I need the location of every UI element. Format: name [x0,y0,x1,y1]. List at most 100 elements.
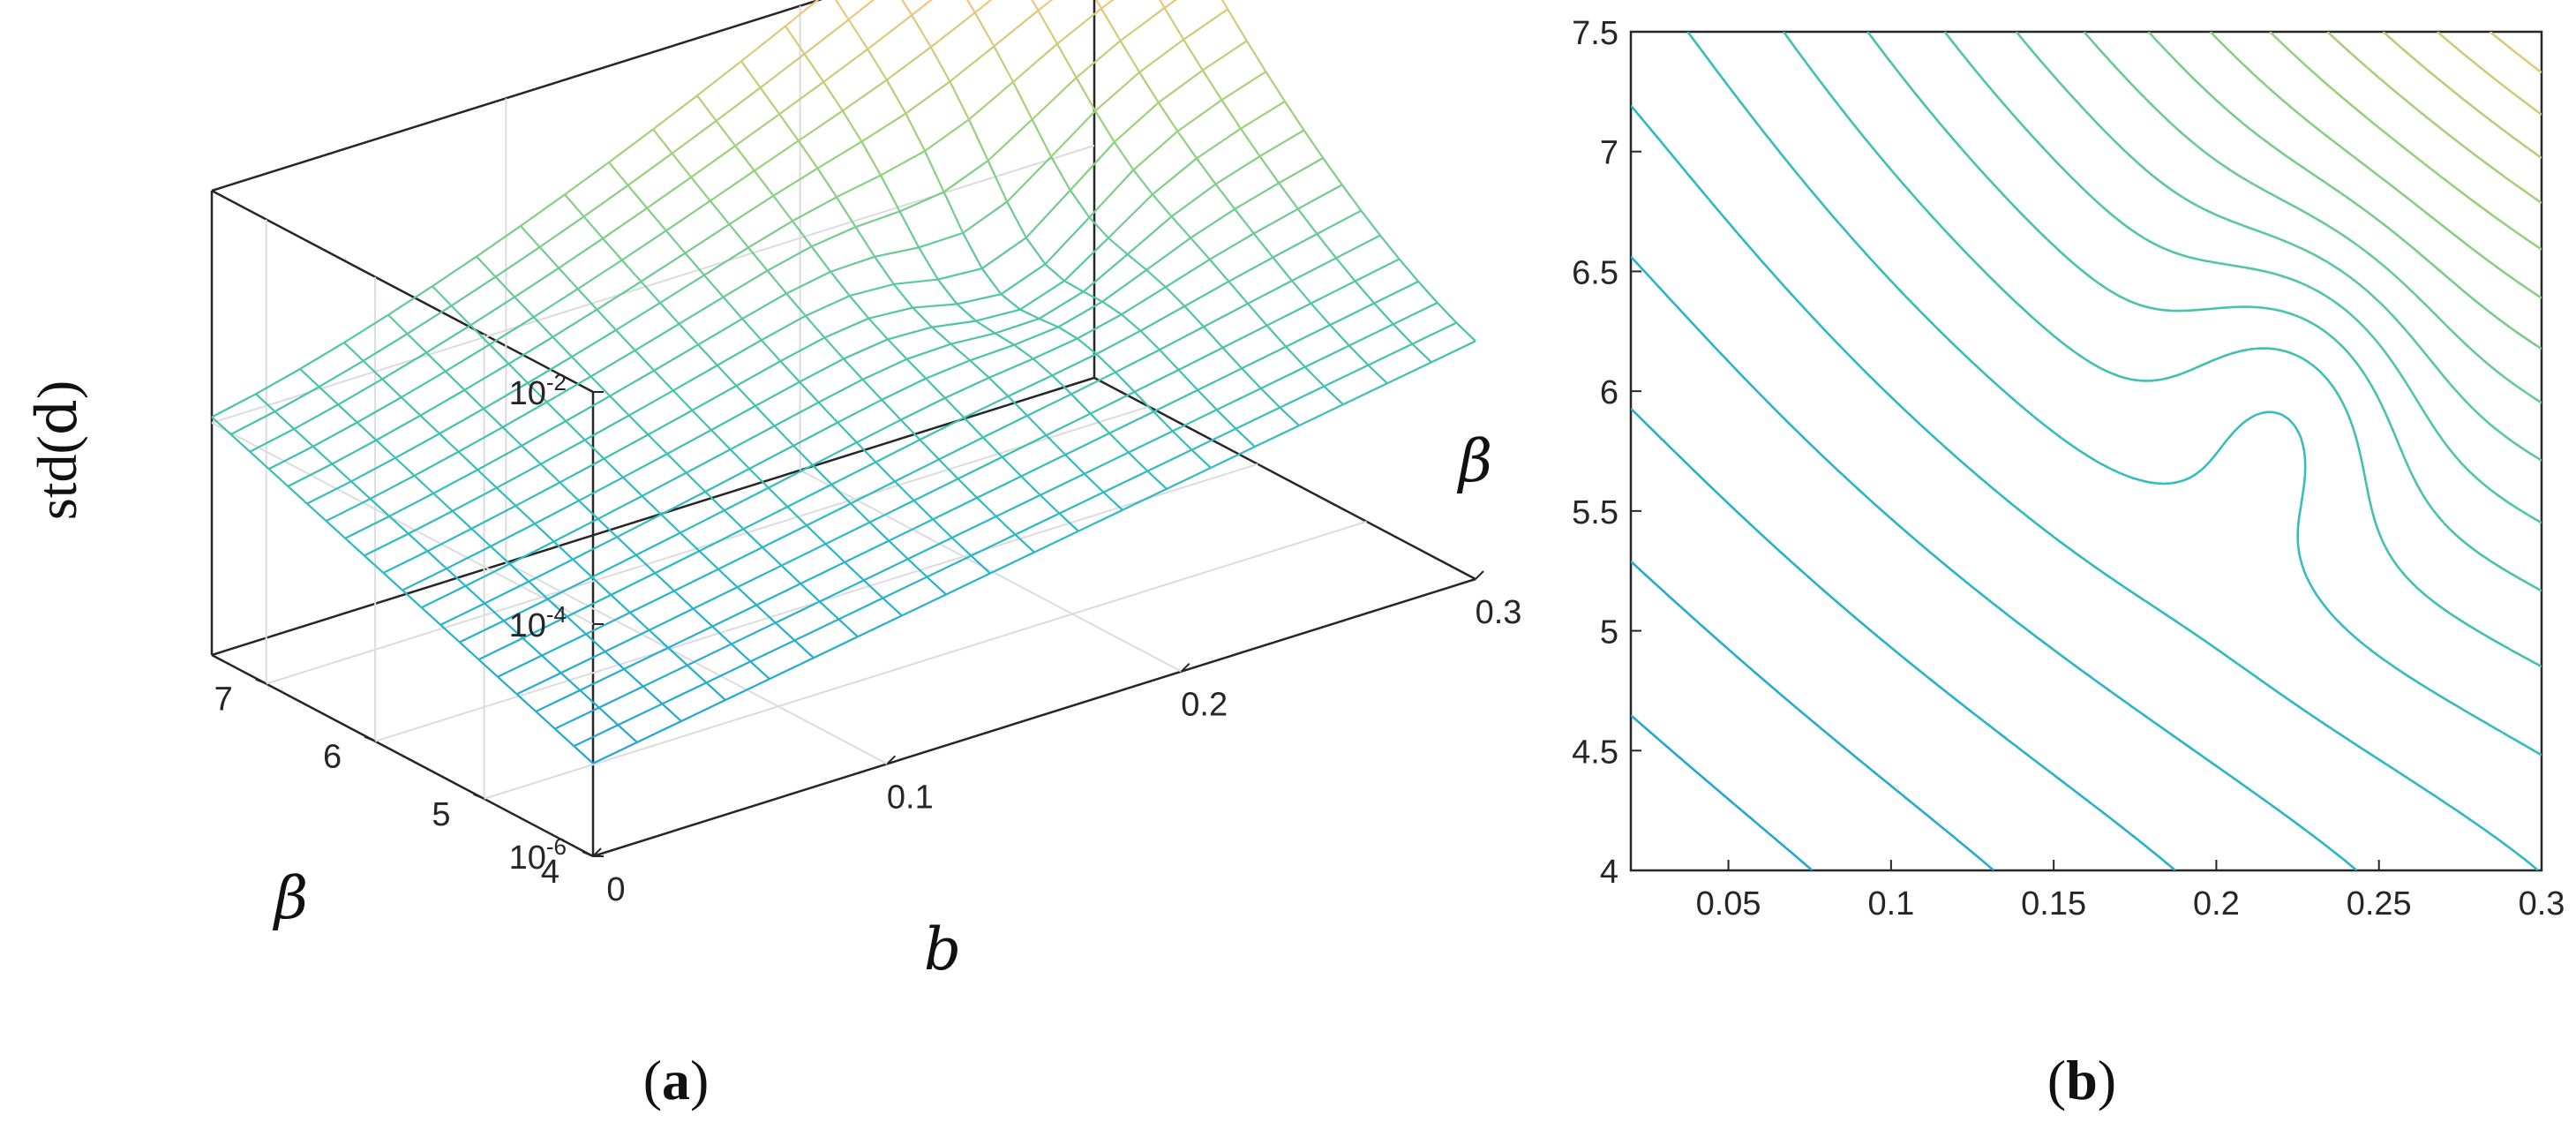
surface-mesh-segment [868,521,890,542]
surface-mesh-segment [387,313,409,335]
surface-mesh-segment [1258,155,1280,184]
surface-mesh-segment [274,386,320,413]
surface-mesh-segment [1176,99,1223,132]
surface-mesh-segment [767,245,813,272]
surface-mesh-segment [1159,326,1205,351]
surface-mesh-segment [818,378,864,403]
surface-mesh-segment [778,80,824,116]
surface-mesh-segment [854,226,876,258]
surface-mesh-segment [1455,321,1476,343]
surface-mesh-segment [1291,257,1337,282]
surface-mesh-segment [503,598,549,622]
surface-mesh-segment [1241,367,1262,389]
surface-mesh-segment [1278,182,1299,210]
surface-mesh-segment [1031,77,1078,121]
surface-mesh-segment [665,200,711,232]
z-tick-label: 10-6 [509,833,567,877]
surface-mesh-segment [229,433,251,453]
surface-mesh-segment [1235,427,1256,448]
surface-mesh-segment [1056,43,1078,79]
surface-mesh-segment [439,624,461,644]
surface-mesh-segment [1069,189,1091,218]
surface-mesh-segment [778,113,800,142]
surface-mesh-segment [1197,367,1243,391]
surface-mesh-segment [898,210,920,248]
surface-mesh-segment [609,369,655,397]
surface-mesh-segment [742,528,763,548]
surface-mesh-segment [629,590,675,614]
surface-mesh-segment [578,476,624,502]
surface-mesh-segment [635,322,680,351]
surface-mesh-segment [1159,349,1180,371]
surface-mesh-segment [1126,253,1147,271]
surface-mesh-segment [527,382,548,403]
surface-mesh-segment [1335,257,1356,282]
surface-mesh-segment [976,497,997,517]
surface-mesh-segment [963,417,984,439]
surface-mesh-segment [696,60,742,97]
surface-mesh-segment [930,11,976,49]
surface-mesh-segment [1170,183,1217,218]
surface-mesh-segment [1373,302,1394,326]
surface-mesh-segment [1115,349,1160,373]
surface-mesh-segment [686,448,732,474]
surface-mesh-segment [514,296,535,318]
surface-mesh-segment [710,169,755,202]
surface-mesh-segment [388,492,434,517]
surface-mesh-segment [987,160,1009,203]
surface-mesh-segment [1183,8,1228,41]
surface-mesh-segment [425,324,471,354]
surface-mesh-segment [565,420,586,441]
surface-mesh-segment [912,500,934,521]
surface-mesh-segment [1393,323,1414,345]
surface-mesh-segment [1216,409,1237,430]
surface-mesh-segment [1260,388,1281,409]
surface-mesh-segment [1014,533,1035,553]
surface-mesh-segment [299,342,345,370]
surface-mesh-segment [899,191,945,213]
surface-mesh-segment [869,500,915,523]
surface-mesh-segment [1046,412,1092,437]
surface-mesh-segment [1216,387,1262,411]
surface-mesh-segment [1335,234,1381,260]
surface-mesh-segment [690,145,736,178]
surface-mesh-segment [514,505,536,525]
surface-mesh-segment [755,583,801,606]
surface-mesh-segment [880,175,901,212]
surface-mesh-segment [350,480,372,500]
surface-mesh-segment [489,316,535,346]
y-tick-label: 5 [1600,614,1618,651]
surface-mesh-segment [1272,256,1293,282]
surface-mesh-segment [1070,393,1092,415]
surface-mesh-segment [741,318,762,341]
surface-mesh-segment [603,433,649,460]
surface-mesh-segment [573,745,594,764]
surface-mesh-segment [705,681,726,701]
surface-mesh-segment [975,308,1021,322]
surface-mesh-segment [535,689,581,712]
surface-mesh-segment [1163,7,1185,41]
surface-mesh-segment [995,332,1015,346]
surface-mesh-segment [824,543,845,563]
surface-mesh-segment [1177,369,1198,391]
surface-mesh-segment [602,237,623,261]
surface-mesh-segment [1050,155,1071,192]
surface-mesh-segment [775,621,796,642]
surface-mesh-segment [673,590,695,610]
surface-mesh-segment [671,119,717,154]
surface-mesh-segment [698,528,744,553]
surface-mesh-segment [768,486,789,508]
surface-mesh-segment [1064,454,1085,475]
surface-mesh-segment [1234,182,1280,210]
surface-mesh-segment [1100,8,1122,41]
surface-mesh-segment [1210,446,1256,469]
surface-mesh-segment [1122,487,1168,511]
surface-mesh-segment [836,174,882,199]
surface-mesh-segment [837,618,859,638]
surface-mesh-segment [1157,102,1179,132]
surface-mesh-segment [1051,352,1097,377]
surface-mesh-segment [973,11,995,47]
surface-mesh-segment [926,554,972,578]
surface-mesh-segment [968,81,1014,121]
surface-mesh-segment [293,403,339,430]
